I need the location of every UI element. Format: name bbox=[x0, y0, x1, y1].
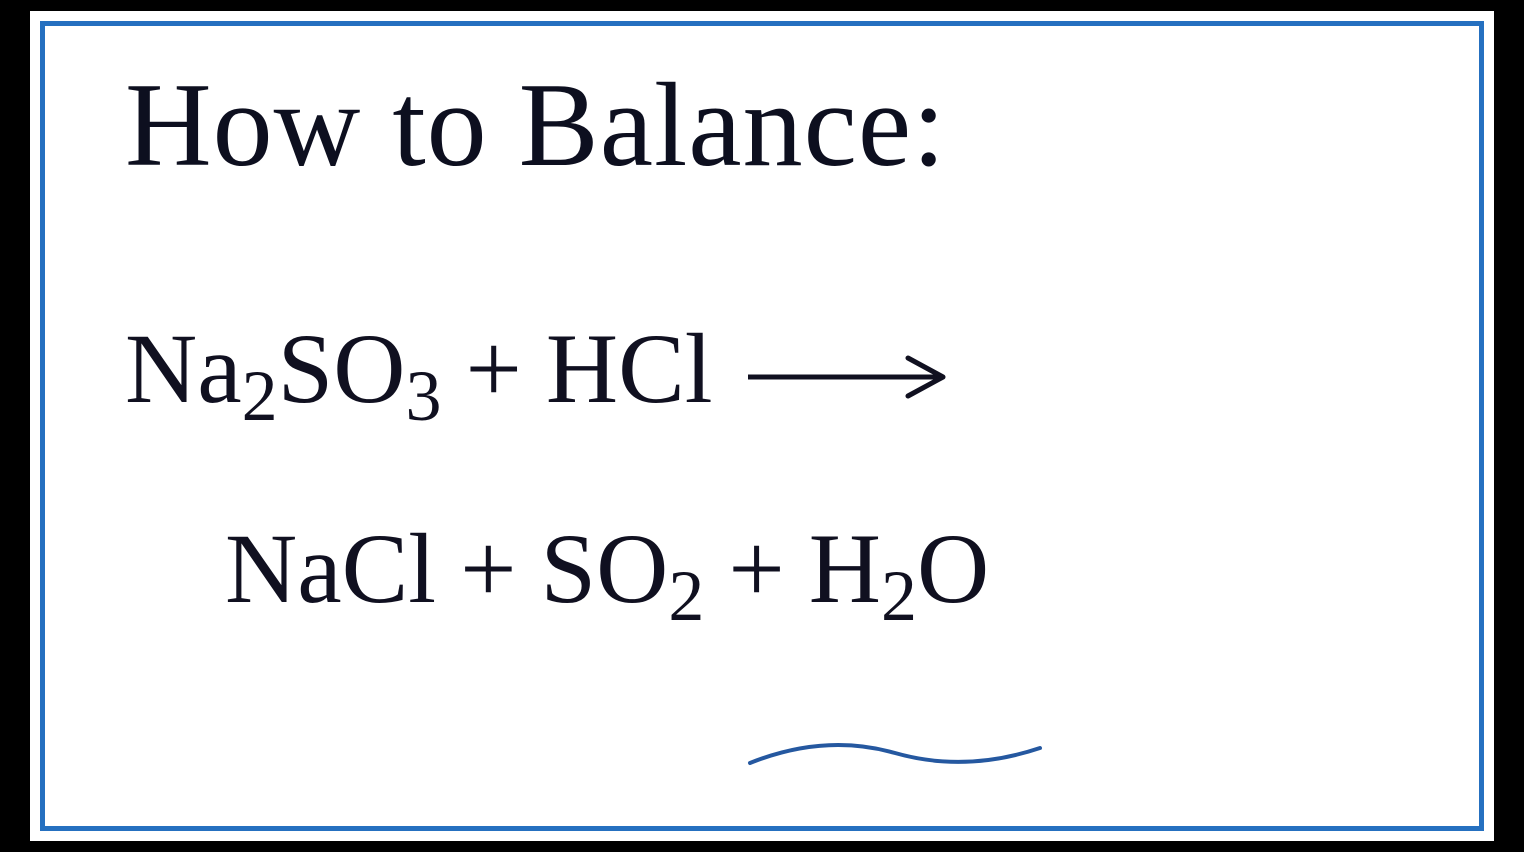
frame-border: How to Balance: Na2SO3 + HCl NaCl + SO2 … bbox=[40, 21, 1484, 831]
formula-so2: SO2 bbox=[541, 504, 705, 634]
page-title: How to Balance: bbox=[125, 56, 1419, 194]
sub-3: 3 bbox=[405, 356, 441, 436]
formula-h2o: H2O bbox=[809, 504, 989, 634]
card: How to Balance: Na2SO3 + HCl NaCl + SO2 … bbox=[30, 11, 1494, 841]
flourish-icon bbox=[745, 728, 1045, 778]
formula-na2so3: Na2SO3 bbox=[125, 304, 441, 434]
sub-2: 2 bbox=[242, 356, 278, 436]
equation-line-products: NaCl + SO2 + H2O bbox=[125, 504, 1419, 634]
plus-operator: + bbox=[441, 304, 545, 434]
el-h: H bbox=[809, 513, 881, 624]
plus-operator: + bbox=[436, 504, 540, 634]
reaction-arrow-icon bbox=[713, 352, 963, 402]
formula-hcl: HCl bbox=[546, 304, 713, 434]
plus-operator: + bbox=[704, 504, 808, 634]
el-so: SO bbox=[278, 313, 406, 424]
formula-nacl: NaCl bbox=[225, 504, 436, 634]
el-so: SO bbox=[541, 513, 669, 624]
el-o: O bbox=[917, 513, 989, 624]
el-na: Na bbox=[125, 313, 242, 424]
equation-line-reactants: Na2SO3 + HCl bbox=[125, 304, 1419, 434]
sub-2: 2 bbox=[881, 556, 917, 636]
sub-2: 2 bbox=[668, 556, 704, 636]
